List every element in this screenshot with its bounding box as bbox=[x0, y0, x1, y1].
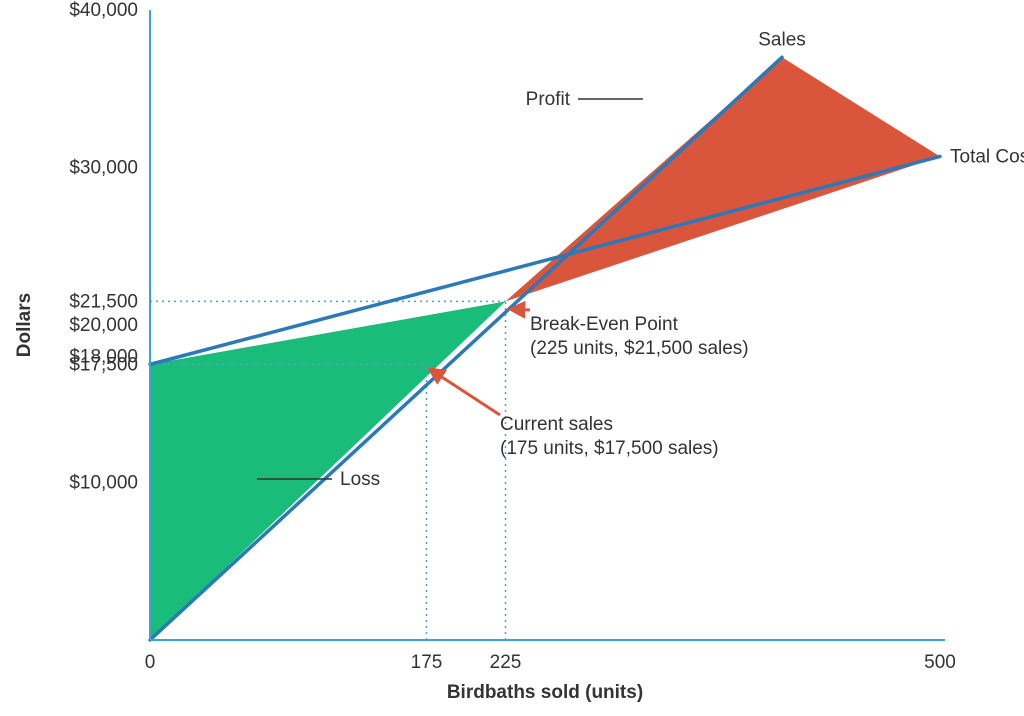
chart-svg: 0 175 225 500 Birdbaths sold (units) $10,000 $… bbox=[0, 0, 1024, 716]
y-tick-label: $21,500 bbox=[69, 291, 138, 312]
break-even-chart: 0 175 225 500 Birdbaths sold (units) $10,000 $… bbox=[0, 0, 1024, 716]
x-tick-label: 225 bbox=[490, 652, 522, 673]
break-even-annotation-2: (225 units, $21,500 sales) bbox=[530, 338, 749, 359]
sales-label: Sales bbox=[758, 29, 806, 50]
break-even-arrow bbox=[510, 309, 530, 310]
profit-annotation: Profit bbox=[526, 89, 571, 110]
current-sales-arrow bbox=[430, 369, 500, 415]
y-axis-label: Dollars bbox=[14, 293, 35, 357]
x-tick-label: 175 bbox=[411, 652, 443, 673]
break-even-annotation-1: Break-Even Point bbox=[530, 314, 679, 335]
x-axis-label: Birdbaths sold (units) bbox=[447, 682, 643, 703]
y-tick-label: $20,000 bbox=[69, 315, 138, 336]
current-sales-annotation-2: (175 units, $17,500 sales) bbox=[500, 438, 719, 459]
current-sales-annotation-1: Current sales bbox=[500, 414, 613, 435]
x-tick-label: 0 bbox=[145, 652, 156, 673]
y-tick-label: $10,000 bbox=[69, 473, 138, 494]
y-tick-label: $40,000 bbox=[69, 0, 138, 21]
loss-annotation: Loss bbox=[340, 469, 380, 490]
x-tick-label: 500 bbox=[924, 652, 956, 673]
total-cost-label: Total Cost bbox=[950, 146, 1024, 167]
y-tick-label: $18,000 bbox=[69, 347, 138, 368]
y-tick-label: $30,000 bbox=[69, 158, 138, 179]
profit-region bbox=[506, 57, 941, 301]
